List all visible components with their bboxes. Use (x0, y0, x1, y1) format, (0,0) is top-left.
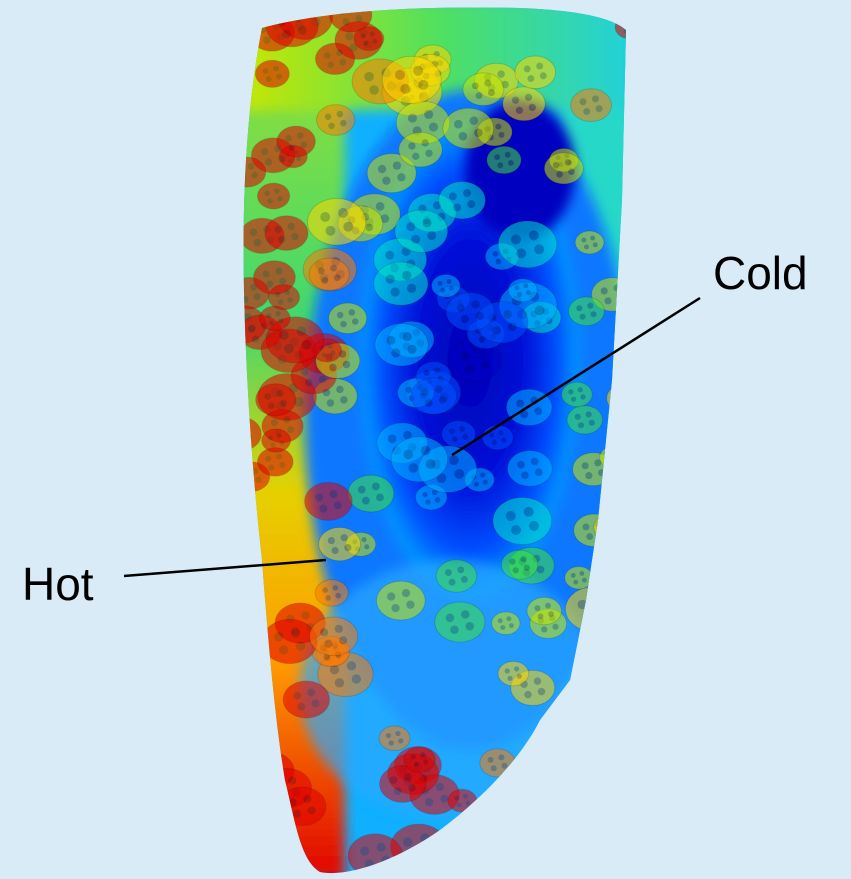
pellet (564, 566, 594, 590)
pellet (572, 452, 615, 487)
pellet (561, 381, 593, 408)
pellet (526, 596, 562, 626)
pellet (403, 746, 436, 773)
pellet (373, 261, 429, 306)
pellet (308, 257, 350, 291)
pellet (564, 586, 622, 632)
pellet (366, 153, 417, 194)
pellet (547, 726, 581, 754)
pellet (308, 616, 359, 657)
pellet (589, 789, 627, 835)
pellet (264, 215, 309, 251)
pellet (570, 88, 613, 123)
pellet (462, 72, 505, 107)
hot-leader-line (123, 558, 327, 578)
pellet (434, 601, 486, 643)
pellet (261, 428, 292, 453)
pellet (512, 792, 556, 828)
pellet (252, 796, 290, 827)
pellet (500, 549, 539, 580)
pellet (601, 723, 627, 766)
pellet (255, 383, 297, 417)
pellet (606, 383, 627, 413)
pellet (442, 107, 495, 150)
pellet (375, 580, 426, 621)
pellet (438, 181, 486, 220)
pellet (614, 15, 627, 40)
pellet (256, 182, 291, 210)
pellet (243, 647, 266, 683)
cold-label: Cold (713, 247, 808, 299)
pellet (243, 836, 266, 874)
pellet (374, 322, 429, 367)
pellet (473, 818, 531, 865)
pellet (507, 278, 538, 303)
pellet (315, 104, 356, 136)
cold-leader-line (451, 296, 701, 457)
pellet (398, 131, 443, 168)
pellet (441, 420, 476, 448)
pellet (599, 445, 627, 470)
pellet (609, 567, 627, 596)
pellet (378, 725, 411, 752)
pellet (506, 450, 553, 487)
pellet (276, 125, 316, 158)
pellet (447, 788, 478, 813)
pellet (267, 284, 301, 311)
pellet (598, 538, 627, 584)
pellet (381, 55, 442, 105)
pellet (314, 42, 356, 76)
pellet (261, 618, 318, 665)
pellet (486, 145, 522, 175)
pellet (481, 424, 514, 451)
pellet (254, 59, 290, 88)
pellet (543, 152, 584, 185)
pellet (566, 405, 604, 435)
pellet (318, 526, 362, 562)
pellet (514, 55, 557, 90)
pellet (567, 296, 605, 327)
pellet (497, 660, 530, 687)
pellet (347, 833, 403, 874)
pellet (314, 579, 349, 607)
pellet (410, 377, 458, 415)
pellet (593, 513, 627, 541)
pellet (587, 678, 627, 726)
pellet (347, 474, 395, 513)
pellet (304, 481, 353, 521)
pellet (394, 209, 449, 253)
pellet (565, 813, 607, 847)
pellet (243, 798, 290, 847)
pellet (243, 534, 258, 561)
pellet (491, 611, 521, 636)
pellet (256, 447, 294, 477)
pellet (574, 230, 605, 255)
pellet (243, 673, 268, 709)
pellet (282, 680, 330, 719)
pellet (523, 783, 571, 821)
pellet (353, 26, 385, 52)
pellet (479, 748, 516, 778)
pellet (595, 522, 627, 555)
pellet (492, 496, 553, 545)
pellet (259, 305, 291, 332)
pellet (265, 7, 319, 48)
pellet (497, 220, 558, 269)
pellet (243, 416, 262, 452)
pellet (328, 7, 373, 33)
pellet (502, 86, 546, 122)
pellet (430, 273, 461, 298)
pellet (379, 764, 427, 803)
hot-label: Hot (22, 558, 94, 610)
pellet (277, 786, 327, 827)
pellet-texture (243, 7, 627, 874)
pellet (243, 156, 267, 188)
pellet (390, 436, 449, 483)
pellet (328, 302, 368, 335)
pellet (307, 197, 367, 246)
pellet (435, 559, 478, 593)
pellet (445, 291, 495, 332)
pellet (587, 688, 627, 723)
